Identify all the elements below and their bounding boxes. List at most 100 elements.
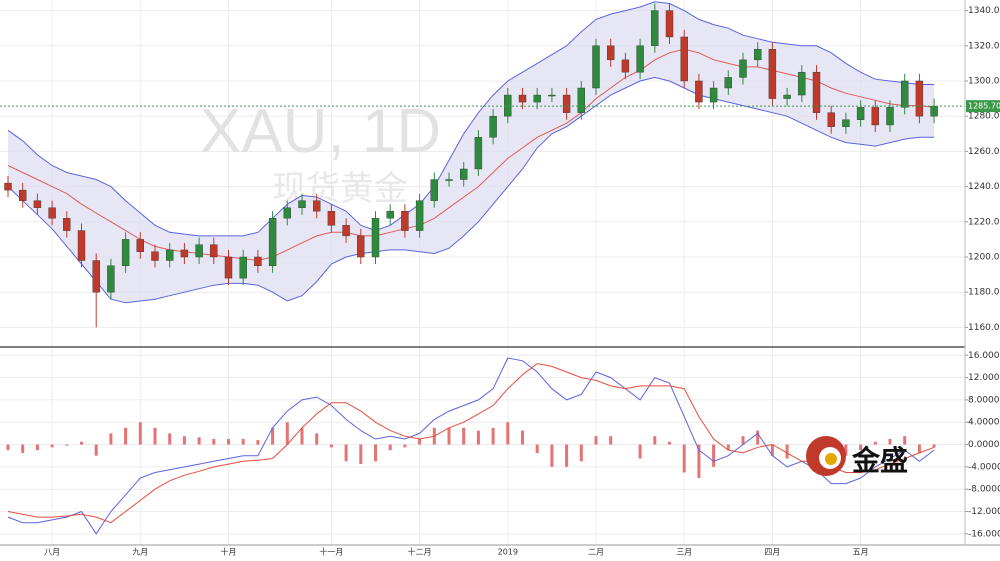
candle-body xyxy=(915,80,924,117)
candle-body xyxy=(856,107,865,120)
y-tick-label: 1280.00 xyxy=(968,112,1000,122)
x-tick-label: 十一月 xyxy=(319,547,343,557)
candle-body xyxy=(371,218,380,258)
candle-body xyxy=(298,200,306,208)
candle-body xyxy=(871,107,879,126)
candle-body xyxy=(165,249,174,261)
candle-body xyxy=(930,105,938,117)
candle-body xyxy=(901,80,909,108)
candle-body xyxy=(121,239,130,266)
histogram-bar xyxy=(491,427,495,445)
band-fill xyxy=(8,1,935,303)
histogram-bar xyxy=(653,436,657,445)
histogram-bar xyxy=(756,430,760,445)
histogram-bar xyxy=(241,438,245,445)
x-tick-label: 九月 xyxy=(132,548,148,557)
candle-body xyxy=(195,244,203,258)
histogram-bar xyxy=(565,444,569,467)
candle-body xyxy=(695,80,703,103)
candle-body xyxy=(518,94,527,103)
y-tick-label: -4.0000 xyxy=(968,462,1000,472)
candle-body xyxy=(474,137,483,170)
y-tick-label: 1260.00 xyxy=(968,147,1000,157)
candle-body xyxy=(504,94,512,117)
histogram-bar xyxy=(359,444,363,465)
y-tick-label: 1240.00 xyxy=(968,182,1000,192)
histogram-bar xyxy=(741,436,745,445)
candle-body xyxy=(327,211,336,226)
histogram-bar xyxy=(80,441,83,445)
histogram-bar xyxy=(65,444,69,446)
histogram-bar xyxy=(521,430,524,445)
candle-body xyxy=(489,115,497,138)
y-tick-label: 8.0000 xyxy=(968,395,1000,405)
y-tick-label: -12.0000 xyxy=(968,507,1000,517)
candle-body xyxy=(63,218,71,231)
candle-body xyxy=(283,207,291,219)
histogram-bar xyxy=(917,444,921,453)
candle-body xyxy=(651,10,659,46)
candle-body xyxy=(709,87,718,103)
candle-body xyxy=(577,87,585,113)
histogram-bar xyxy=(344,444,348,462)
histogram-bar xyxy=(462,427,466,445)
candle-body xyxy=(210,244,218,258)
candle-body xyxy=(665,10,674,38)
histogram-bar xyxy=(506,422,510,445)
histogram-bar xyxy=(609,436,613,445)
histogram-bar xyxy=(271,427,275,445)
logo-text: 金盛 xyxy=(851,444,908,477)
y-tick-label: 1300.00 xyxy=(968,76,1000,86)
x-tick-label: 八月 xyxy=(44,548,60,557)
x-tick-label: 十月 xyxy=(221,547,237,557)
histogram-bar xyxy=(682,444,686,473)
histogram-bar xyxy=(712,444,716,467)
moving-average xyxy=(7,48,935,262)
candle-body xyxy=(636,45,644,73)
candle-body xyxy=(430,179,438,201)
watermark-symbol: XAU, 1D xyxy=(200,97,441,166)
histogram-bar xyxy=(329,444,333,448)
histogram-bar xyxy=(388,444,392,451)
y-tick-label: -8.0000 xyxy=(968,485,1000,495)
candle-body xyxy=(136,239,145,252)
histogram-bar xyxy=(227,438,230,445)
candle-body xyxy=(107,265,115,293)
candle-body xyxy=(445,179,453,181)
x-tick-label: 2019 xyxy=(498,548,518,557)
histogram-bar xyxy=(50,444,54,448)
candle-body xyxy=(886,107,894,126)
candle-body xyxy=(180,249,189,258)
histogram-bar xyxy=(476,430,480,445)
candle-body xyxy=(754,49,762,61)
histogram-bar xyxy=(697,444,701,479)
histogram-bar xyxy=(932,444,936,448)
macd-line xyxy=(7,357,935,535)
histogram-bar xyxy=(35,444,39,451)
histogram-bar xyxy=(374,444,377,462)
histogram-bar xyxy=(153,427,157,445)
y-tick-label: -16.0000 xyxy=(968,529,1000,539)
y-tick-label: 0.0000 xyxy=(968,440,1000,450)
candle-body xyxy=(548,94,556,97)
histogram-bar xyxy=(182,436,186,445)
y-tick-label: 1320.00 xyxy=(968,41,1000,51)
histogram-bar xyxy=(903,436,907,445)
candle-body xyxy=(92,260,100,293)
band-lower xyxy=(7,76,935,304)
candle-body xyxy=(607,45,615,61)
x-tick-label: 十二月 xyxy=(408,547,432,557)
y-tick-label: 4.0000 xyxy=(968,418,1000,428)
candle-body xyxy=(239,256,247,279)
last-price-box xyxy=(966,100,1000,113)
histogram-bar xyxy=(403,444,407,448)
y-tick-label: 12.0000 xyxy=(968,373,1000,383)
candle-body xyxy=(313,200,321,212)
histogram-bar xyxy=(550,444,554,467)
histogram-bar xyxy=(168,433,172,445)
x-tick-label: 三月 xyxy=(676,548,692,557)
candle-body xyxy=(460,168,468,180)
candle-body xyxy=(33,200,42,208)
candle-body xyxy=(592,45,600,89)
